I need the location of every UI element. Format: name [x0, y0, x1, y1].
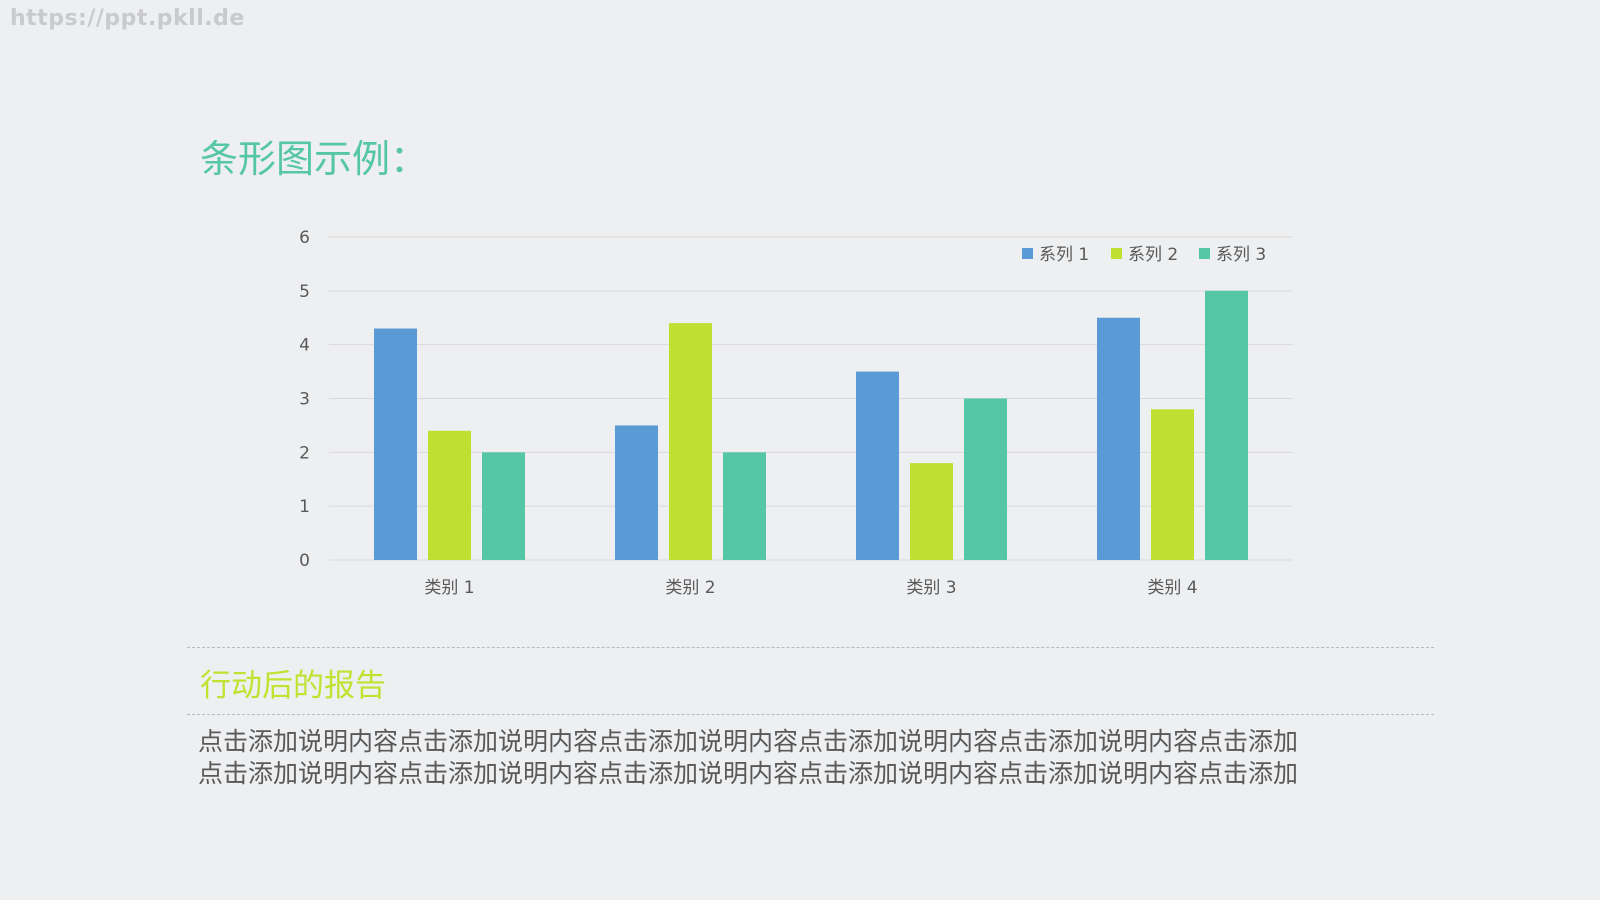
legend-label-2: 系列 2	[1128, 245, 1178, 265]
x-tick-label-4: 类别 4	[1147, 578, 1197, 598]
y-tick-label-6: 6	[299, 228, 310, 248]
bar-3-series-2	[910, 463, 953, 560]
y-tick-label-3: 3	[299, 390, 310, 410]
x-axis-ticks: 类别 1 类别 2 类别 3 类别 4	[424, 578, 1197, 598]
divider-bottom	[187, 714, 1434, 715]
legend-swatch-3	[1199, 248, 1210, 259]
body-line-1: 点击添加说明内容点击添加说明内容点击添加说明内容点击添加说明内容点击添加说明内容…	[198, 727, 1299, 756]
bar-4-series-2	[1151, 409, 1194, 560]
slide-title: 条形图示例：	[200, 137, 429, 181]
divider-top	[187, 647, 1434, 648]
y-tick-label-4: 4	[299, 336, 310, 356]
bar-2-series-2	[669, 323, 712, 560]
legend: 系列 1 系列 2 系列 3	[1022, 245, 1266, 265]
bar-1-series-1	[374, 328, 417, 560]
watermark-url: https://ppt.pkll.de	[10, 6, 245, 31]
bar-3-series-1	[856, 371, 899, 560]
y-tick-label-2: 2	[299, 443, 310, 463]
bar-1-series-3	[482, 452, 525, 560]
bar-chart: 0 1 2 3 4 5 6 类别 1 类别 2 类别 3 类别 4 系列 1 系列 2 系列 3	[299, 228, 1293, 598]
bar-2-series-3	[723, 452, 766, 560]
body-line-2: 点击添加说明内容点击添加说明内容点击添加说明内容点击添加说明内容点击添加说明内容…	[198, 759, 1299, 788]
bars	[374, 290, 1248, 560]
legend-label-1: 系列 1	[1039, 245, 1089, 265]
section-subtitle: 行动后的报告	[200, 668, 386, 704]
bar-3-series-3	[964, 398, 1007, 560]
bar-4-series-3	[1205, 290, 1248, 560]
y-tick-label-1: 1	[299, 497, 310, 517]
y-tick-label-0: 0	[299, 551, 310, 571]
x-tick-label-1: 类别 1	[424, 578, 474, 598]
legend-swatch-2	[1111, 248, 1122, 259]
y-tick-label-5: 5	[299, 282, 310, 302]
bar-4-series-1	[1097, 317, 1140, 560]
legend-swatch-1	[1022, 248, 1033, 259]
bar-1-series-2	[428, 430, 471, 560]
y-axis-ticks: 0 1 2 3 4 5 6	[299, 228, 310, 571]
x-tick-label-3: 类别 3	[906, 578, 956, 598]
grid-lines	[329, 236, 1293, 561]
bar-2-series-1	[615, 425, 658, 560]
legend-label-3: 系列 3	[1216, 245, 1266, 265]
body-text: 点击添加说明内容点击添加说明内容点击添加说明内容点击添加说明内容点击添加说明内容…	[198, 726, 1398, 790]
x-tick-label-2: 类别 2	[665, 578, 715, 598]
